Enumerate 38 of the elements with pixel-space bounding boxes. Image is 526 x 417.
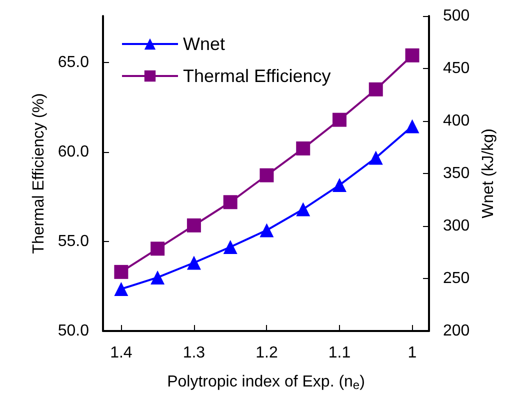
legend-label: Wnet xyxy=(183,34,226,54)
x-tick-label: 1.4 xyxy=(110,344,132,362)
y2-tick-label: 350 xyxy=(443,165,470,182)
y2-axis-title: Wnet (kJ/kg) xyxy=(480,128,498,218)
y-axis-title: Thermal Efficiency (%) xyxy=(30,93,48,254)
y2-tick-label: 400 xyxy=(443,112,470,130)
point xyxy=(223,240,238,254)
point xyxy=(332,112,346,127)
x-tick-label: 1.1 xyxy=(328,344,351,362)
y2-tick-label: 200 xyxy=(443,322,470,340)
point xyxy=(150,270,165,284)
point xyxy=(296,202,310,216)
point xyxy=(368,82,383,96)
y-tick-label: 50.0 xyxy=(58,322,90,340)
point xyxy=(296,141,310,156)
y-tick-label: 60.0 xyxy=(58,144,90,161)
point xyxy=(223,195,238,210)
point xyxy=(405,48,420,62)
point xyxy=(260,168,274,182)
point xyxy=(332,178,346,192)
point xyxy=(368,150,383,165)
x-tick-label: 1 xyxy=(408,344,417,362)
point xyxy=(260,223,274,238)
point xyxy=(186,256,201,270)
point xyxy=(114,264,128,279)
x-tick-label: 1.2 xyxy=(256,344,278,362)
y2-tick-label: 450 xyxy=(443,60,470,77)
legend-label: Thermal Efficiency xyxy=(183,66,331,86)
x-tick-label: 1.3 xyxy=(182,344,206,362)
y-tick-label: 55.0 xyxy=(58,233,90,250)
y2-tick-label: 250 xyxy=(443,270,470,287)
point xyxy=(186,218,201,232)
point xyxy=(114,282,128,296)
point xyxy=(405,119,420,134)
y2-tick-label: 500 xyxy=(443,8,470,24)
y-tick-label: 65.0 xyxy=(58,54,90,72)
y2-tick-label: 300 xyxy=(443,218,470,234)
point xyxy=(150,242,165,256)
